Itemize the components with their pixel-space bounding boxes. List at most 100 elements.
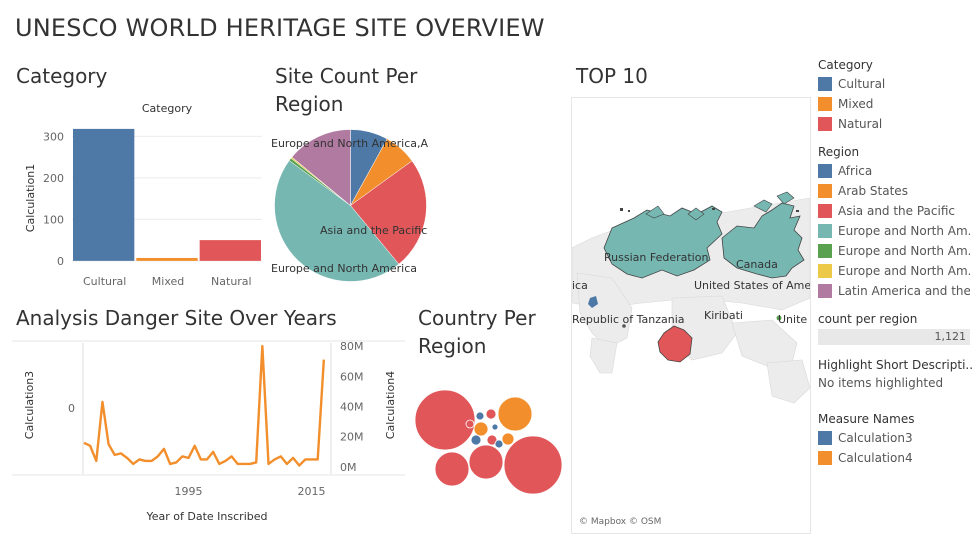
line-x-tick: 1995 — [175, 485, 203, 498]
measure-legend-item-1[interactable]: Calculation4 — [818, 448, 970, 468]
country-bubble-0 — [414, 389, 476, 451]
category-legend-item-2[interactable]: Natural — [818, 114, 970, 134]
danger-sheet-title: Analysis Danger Site Over Years — [16, 306, 337, 330]
region-legend-label: Asia and the Pacific — [838, 204, 955, 218]
category-sheet-title: Category — [16, 64, 108, 88]
category-legend-label: Mixed — [838, 97, 874, 111]
region-legend-label: Latin America and the.. — [838, 284, 970, 298]
top10-sheet-title: TOP 10 — [576, 64, 648, 88]
bar-y-label: Calculation1 — [24, 164, 37, 232]
line-x-label: Year of Date Inscribed — [146, 510, 268, 523]
region-legend-item-4[interactable]: Europe and North Am.. — [818, 241, 970, 261]
map-label-us: United States of Ame — [694, 279, 810, 292]
country-bubble-6 — [473, 421, 489, 437]
region-legend-label: Europe and North Am.. — [838, 224, 970, 238]
country-bubble-13 — [465, 419, 475, 429]
line-right-tick: 60M — [340, 370, 364, 383]
highlight-empty-text: No items highlighted — [818, 376, 944, 390]
category-legend-swatch — [818, 97, 832, 111]
bar-y-tick: 200 — [43, 172, 64, 185]
category-legend-swatch — [818, 77, 832, 91]
country-bubble-12 — [494, 439, 504, 449]
country-bubble-11 — [501, 432, 515, 446]
canada-region — [721, 202, 805, 279]
bar-x-label: Natural — [211, 275, 252, 288]
country-bubble-chart[interactable] — [0, 0, 570, 543]
highlight-title: Highlight Short Descripti.. — [818, 358, 974, 372]
line-left-tick: 0 — [68, 402, 75, 415]
category-legend-title: Category — [818, 58, 873, 72]
pie-label: Europe and North America — [271, 262, 417, 275]
measure-legend-label: Calculation4 — [838, 451, 913, 465]
measure-legend-label: Calculation3 — [838, 431, 913, 445]
measure-legend-swatch — [818, 431, 832, 445]
category-legend-swatch — [818, 117, 832, 131]
map-label-ica: ica — [572, 279, 588, 292]
pie-slice-6 — [291, 129, 351, 207]
bar-y-tick: 0 — [57, 255, 64, 268]
pie-slice-3 — [274, 160, 400, 282]
category-bar-chart[interactable]: Category 0 100 200 300 Calculation1 Cultural Mi… — [0, 90, 265, 290]
pie-sheet-title: Site Count Per Region — [275, 64, 418, 116]
country-bubble-7 — [485, 408, 497, 420]
map-label-russia: Russian Federation — [604, 251, 708, 264]
bar-natural — [199, 240, 261, 261]
line-y-label-right: Calculation4 — [384, 371, 397, 439]
region-legend-item-5[interactable]: Europe and North Am.. — [818, 261, 970, 281]
measure-legend-swatch — [818, 451, 832, 465]
country-bubble-2 — [434, 451, 470, 487]
region-legend-swatch — [818, 204, 832, 218]
region-legend-item-0[interactable]: Africa — [818, 161, 970, 181]
region-legend-swatch — [818, 264, 832, 278]
line-right-tick: 40M — [340, 401, 364, 414]
map-label-canada: Canada — [736, 258, 778, 271]
danger-line-chart[interactable]: 0 0M 20M 40M 60M 80M 1995 2015 Year of Date Insc… — [0, 335, 405, 535]
region-legend-item-3[interactable]: Europe and North Am.. — [818, 221, 970, 241]
region-legend-label: Arab States — [838, 184, 908, 198]
pie-label: Asia and the Pacific — [320, 224, 427, 237]
map-credit: © Mapbox © OSM — [579, 517, 662, 527]
region-legend-swatch — [818, 244, 832, 258]
region-pie-chart[interactable]: Europe and North America,A Asia and the P… — [265, 120, 450, 290]
category-legend-item-0[interactable]: Cultural — [818, 74, 970, 94]
country-bubble-5 — [486, 434, 498, 446]
pie-label: Europe and North America,A — [271, 137, 429, 150]
line-y-label-left: Calculation3 — [23, 371, 36, 439]
region-legend-swatch — [818, 284, 832, 298]
country-sheet-title: Country Per Region — [418, 306, 536, 358]
bar-x-label: Mixed — [152, 275, 184, 288]
region-legend-swatch — [818, 164, 832, 178]
region-legend-swatch — [818, 184, 832, 198]
region-legend: Region Africa Arab States Asia and the Pac… — [818, 145, 970, 301]
bar-cultural — [73, 128, 135, 261]
region-legend-item-2[interactable]: Asia and the Pacific — [818, 201, 970, 221]
region-legend-item-6[interactable]: Latin America and the.. — [818, 281, 970, 301]
region-legend-swatch — [818, 224, 832, 238]
bar-y-tick: 100 — [43, 213, 64, 226]
russia-region — [603, 205, 723, 279]
tanzania-region — [588, 296, 598, 308]
category-legend: Category Cultural Mixed Natural — [818, 58, 970, 134]
region-legend-title: Region — [818, 145, 860, 159]
region-legend-item-1[interactable]: Arab States — [818, 181, 970, 201]
region-legend-label: Europe and North Am.. — [838, 264, 970, 278]
pie-slice-2 — [350, 160, 427, 265]
map-label-unite: Unite — [778, 313, 807, 326]
australia-region — [657, 325, 693, 363]
category-legend-label: Natural — [838, 117, 883, 131]
line-x-tick: 2015 — [298, 485, 326, 498]
country-bubble-3 — [468, 444, 504, 480]
line-right-tick: 20M — [340, 431, 364, 444]
category-legend-item-1[interactable]: Mixed — [818, 94, 970, 114]
count-per-region-value: 1,121 — [818, 329, 970, 345]
top10-map[interactable]: Russian Federation Canada ica United Sta… — [571, 97, 811, 534]
line-right-tick: 0M — [340, 461, 357, 474]
bar-mixed — [136, 257, 198, 261]
bar-y-tick: 300 — [43, 130, 64, 143]
map-label-kiribati: Kiribati — [704, 309, 743, 322]
bar-x-label: Cultural — [83, 275, 126, 288]
measure-legend-item-0[interactable]: Calculation3 — [818, 428, 970, 448]
bar-chart-title: Category — [142, 102, 193, 115]
country-bubble-10 — [491, 423, 499, 431]
measure-legend: Measure Names Calculation3 Calculation4 — [818, 412, 970, 468]
